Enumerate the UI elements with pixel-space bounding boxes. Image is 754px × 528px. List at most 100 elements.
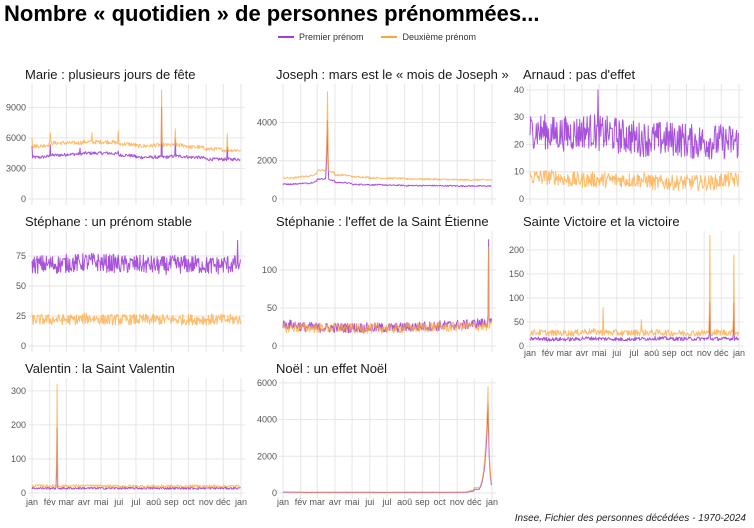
x-tick-label: déc (216, 497, 231, 507)
y-tick-label: 10 (514, 167, 524, 177)
x-tick-label: mar (59, 497, 75, 507)
y-tick-label: 2000 (257, 156, 277, 166)
x-tick-label: jui (113, 497, 123, 507)
x-tick-label: avr (78, 497, 91, 507)
x-tick-label: avr (576, 348, 589, 358)
y-tick-label: 6000 (257, 378, 277, 388)
x-tick-label: fév (295, 497, 308, 507)
panel-title: Sainte Victoire et la victoire (523, 214, 680, 229)
x-tick-label: jul (628, 348, 638, 358)
y-tick-label: 100 (509, 293, 524, 303)
y-tick-label: 30 (514, 112, 524, 122)
y-tick-label: 3000 (6, 163, 26, 173)
y-tick-label: 0 (519, 194, 524, 204)
y-tick-label: 0 (21, 194, 26, 204)
panel-title: Noël : un effet Noël (276, 361, 387, 376)
series-line-premier (31, 427, 241, 490)
y-tick-label: 25 (16, 311, 26, 321)
x-tick-label: jan (485, 497, 498, 507)
y-tick-label: 4000 (257, 415, 277, 425)
series-line-deuxieme (282, 386, 492, 493)
y-tick-label: 200 (11, 420, 26, 430)
x-tick-label: mai (345, 497, 360, 507)
x-tick-label: jan (234, 497, 247, 507)
series-line-premier (31, 239, 241, 276)
y-tick-label: 50 (514, 317, 524, 327)
x-tick-label: déc (714, 348, 729, 358)
legend-swatch-deuxieme (381, 36, 398, 38)
y-tick-label: 4000 (257, 117, 277, 127)
panel-title: Stéphane : un prénom stable (25, 214, 192, 229)
x-tick-label: oct (680, 348, 693, 358)
panel-title: Joseph : mars est le « mois de Joseph » (276, 67, 509, 82)
series-line-premier (529, 302, 739, 342)
y-tick-label: 0 (272, 194, 277, 204)
series-line-deuxieme (31, 312, 241, 326)
x-tick-label: mar (557, 348, 573, 358)
y-tick-label: 75 (16, 251, 26, 261)
y-tick-label: 6000 (6, 133, 26, 143)
x-tick-label: oct (182, 497, 195, 507)
series-line-deuxieme (529, 169, 739, 191)
x-tick-label: jui (364, 497, 374, 507)
legend-label-deuxieme: Deuxième prénom (402, 32, 477, 42)
x-tick-label: jan (523, 348, 536, 358)
series-line-deuxieme (31, 89, 241, 153)
x-tick-label: jan (25, 497, 38, 507)
x-tick-label: mar (310, 497, 326, 507)
panel-title: Stéphanie : l'effet de la Saint Étienne (276, 214, 489, 229)
x-tick-label: sep (164, 497, 179, 507)
x-tick-label: fév (542, 348, 555, 358)
y-tick-label: 100 (11, 454, 26, 464)
series-line-premier (529, 89, 739, 160)
x-tick-label: aoû (146, 497, 161, 507)
x-tick-label: sep (662, 348, 677, 358)
y-tick-label: 200 (509, 245, 524, 255)
legend-item-deuxieme: Deuxième prénom (381, 32, 476, 42)
x-tick-label: oct (433, 497, 446, 507)
x-tick-label: mai (94, 497, 109, 507)
y-tick-label: 40 (514, 85, 524, 95)
x-tick-label: fév (44, 497, 57, 507)
y-tick-label: 20 (514, 139, 524, 149)
y-tick-label: 0 (21, 488, 26, 498)
chart-title: Nombre « quotidien » de personnes prénom… (4, 1, 540, 26)
series-line-premier (282, 120, 492, 188)
legend-item-premier: Premier prénom (277, 32, 364, 42)
y-tick-label: 0 (272, 488, 277, 498)
y-tick-label: 50 (267, 303, 277, 313)
y-tick-label: 50 (16, 281, 26, 291)
legend: Premier prénom Deuxième prénom (0, 32, 754, 42)
y-tick-label: 0 (519, 341, 524, 351)
x-tick-label: mai (592, 348, 607, 358)
x-tick-label: jan (732, 348, 745, 358)
x-tick-label: jui (611, 348, 621, 358)
series-line-deuxieme (31, 383, 241, 488)
y-tick-label: 0 (272, 341, 277, 351)
source-caption: Insee, Fichier des personnes décédées - … (514, 513, 746, 524)
y-tick-label: 9000 (6, 102, 26, 112)
x-tick-label: sep (415, 497, 430, 507)
x-tick-label: aoû (644, 348, 659, 358)
legend-swatch-premier (277, 36, 294, 38)
x-tick-label: avr (329, 497, 342, 507)
series-line-deuxieme (282, 91, 492, 182)
legend-label-premier: Premier prénom (298, 32, 364, 42)
x-tick-label: jul (381, 497, 391, 507)
x-tick-label: aoû (397, 497, 412, 507)
series-line-deuxieme (282, 246, 492, 334)
x-tick-label: jul (130, 497, 140, 507)
y-tick-label: 0 (21, 341, 26, 351)
panel-title: Arnaud : pas d'effet (523, 67, 635, 82)
x-tick-label: déc (467, 497, 482, 507)
y-tick-label: 2000 (257, 451, 277, 461)
y-tick-label: 100 (262, 265, 277, 275)
series-line-deuxieme (529, 235, 739, 337)
x-tick-label: jan (276, 497, 289, 507)
x-tick-label: nov (450, 497, 465, 507)
panel-title: Marie : plusieurs jours de fête (25, 67, 196, 82)
series-line-premier (31, 106, 241, 162)
y-tick-label: 300 (11, 386, 26, 396)
panel-title: Valentin : la Saint Valentin (25, 361, 175, 376)
